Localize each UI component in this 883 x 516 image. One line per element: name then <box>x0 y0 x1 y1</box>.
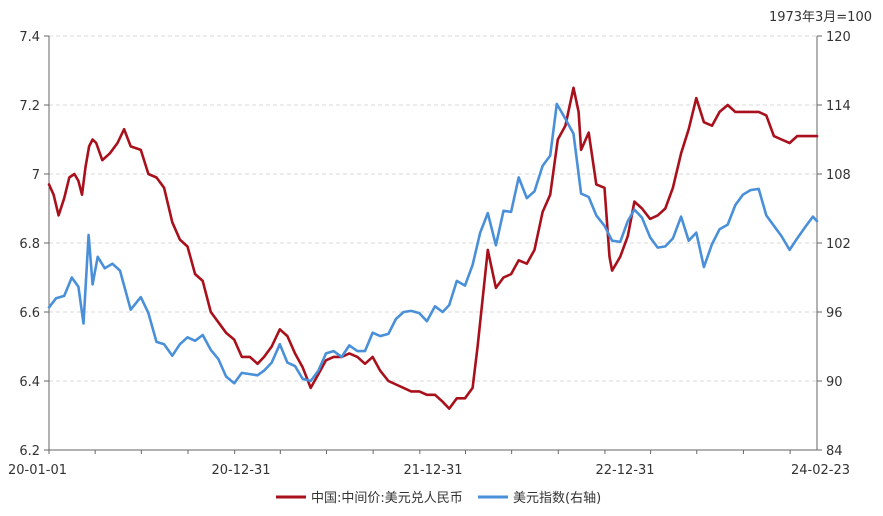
x-axis-tick-label: 20-01-01 <box>8 463 67 478</box>
right-axis-tick-label: 114 <box>826 99 851 114</box>
x-axis-tick-label: 21-12-31 <box>403 463 462 478</box>
right-axis-tick-label: 102 <box>826 237 851 252</box>
left-axis-tick-label: 6.6 <box>19 306 40 321</box>
x-axis-tick-label: 22-12-31 <box>595 463 654 478</box>
usdcny-series-line <box>47 86 819 410</box>
right-axis-unit-note: 1973年3月=100 <box>769 10 872 25</box>
left-axis-tick-label: 6.4 <box>19 375 40 390</box>
right-axis-tick-label: 108 <box>826 168 851 183</box>
left-axis-tick-label: 6.8 <box>19 237 40 252</box>
series-layer <box>47 86 819 410</box>
x-axis-tick-label: 24-02-23 <box>791 463 850 478</box>
legend: 中国:中间价:美元兑人民币 美元指数(右轴) <box>276 491 601 506</box>
left-axis-tick-label: 7.4 <box>19 30 40 45</box>
legend-label: 美元指数(右轴) <box>513 491 601 506</box>
legend-label: 中国:中间价:美元兑人民币 <box>311 491 463 506</box>
right-axis-tick-label: 120 <box>826 30 851 45</box>
x-axis-tick-label: 20-12-31 <box>211 463 270 478</box>
right-axis-tick-label: 84 <box>826 444 843 459</box>
axes: 7.4 120 7.2 114 7 108 6.8 102 6.6 96 6.4 90 6.2 84 20-… <box>8 30 851 478</box>
grid <box>49 35 817 451</box>
right-axis-tick-label: 90 <box>826 375 843 390</box>
left-axis-tick-label: 6.2 <box>19 444 40 459</box>
right-axis-tick-label: 96 <box>826 306 843 321</box>
left-axis-tick-label: 7 <box>32 168 40 183</box>
left-axis-tick-label: 7.2 <box>19 99 40 114</box>
dollar-index-series-line <box>47 102 819 385</box>
